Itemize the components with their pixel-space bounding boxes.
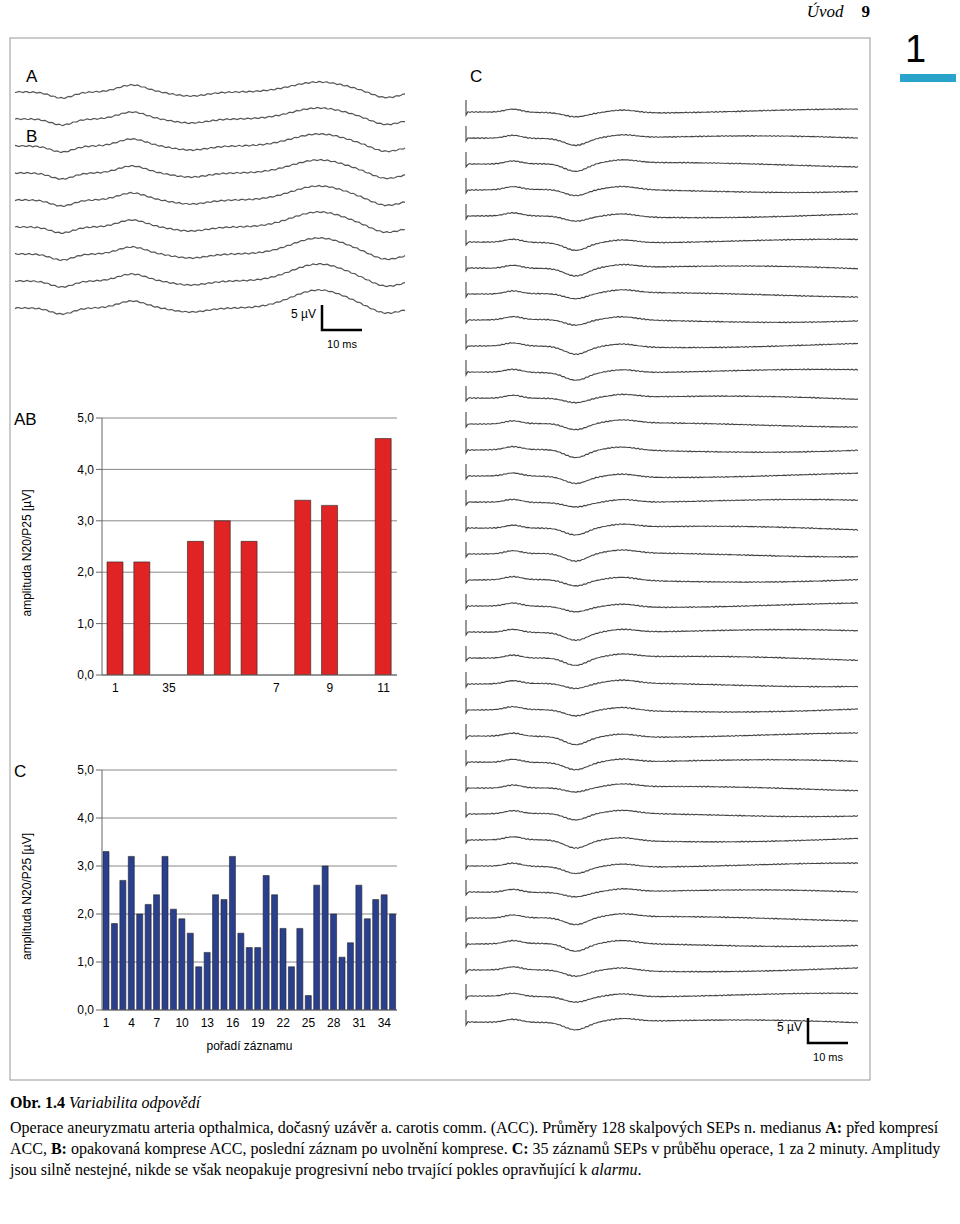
html-text:9: 9 [861, 2, 870, 21]
svg-text:2,0: 2,0 [77, 907, 94, 921]
svg-text:3,0: 3,0 [77, 859, 94, 873]
svg-text:pořadí záznamu: pořadí záznamu [206, 1039, 292, 1053]
svg-text:3,0: 3,0 [77, 514, 94, 528]
svg-text:31: 31 [352, 1016, 366, 1030]
svg-text:C: C [470, 67, 482, 86]
html-text:Obr. 1.4 Variabilita odpovědí: Obr. 1.4 Variabilita odpovědí [10, 1094, 201, 1111]
svg-text:11: 11 [377, 681, 390, 695]
svg-text:2,0: 2,0 [77, 565, 94, 579]
svg-text:0,0: 0,0 [77, 1003, 94, 1017]
svg-text:25: 25 [302, 1016, 316, 1030]
svg-text:1: 1 [112, 681, 119, 695]
svg-text:34: 34 [378, 1016, 392, 1030]
svg-text:9: 9 [327, 681, 334, 695]
svg-text:amplituda N20/P25 [µV]: amplituda N20/P25 [µV] [20, 490, 34, 617]
svg-text:0,0: 0,0 [77, 668, 94, 682]
svg-text:amplituda N20/P25 [µV]: amplituda N20/P25 [µV] [20, 833, 34, 960]
html-text:C: C [14, 762, 27, 781]
svg-text:1,0: 1,0 [77, 955, 94, 969]
html-text:1: 1 [905, 28, 927, 70]
svg-text:4: 4 [128, 1016, 135, 1030]
html-text:Operace aneuryzmatu arteria op: Operace aneuryzmatu arteria opthalmica, … [10, 1119, 941, 1178]
svg-text:10 ms: 10 ms [813, 1051, 843, 1063]
svg-text:7: 7 [273, 681, 280, 695]
html-text:AB: AB [14, 410, 37, 429]
svg-text:5,0: 5,0 [77, 763, 94, 777]
svg-text:5 µV: 5 µV [777, 1020, 802, 1034]
svg-text:A: A [26, 67, 38, 86]
svg-text:22: 22 [277, 1016, 291, 1030]
svg-text:10 ms: 10 ms [327, 338, 357, 350]
svg-text:19: 19 [251, 1016, 265, 1030]
svg-text:7: 7 [153, 1016, 160, 1030]
svg-text:1,0: 1,0 [77, 617, 94, 631]
svg-text:35: 35 [162, 681, 176, 695]
svg-text:10: 10 [175, 1016, 189, 1030]
svg-text:13: 13 [201, 1016, 215, 1030]
svg-text:5,0: 5,0 [77, 411, 94, 425]
html-text:Úvod: Úvod [806, 2, 844, 21]
svg-text:4,0: 4,0 [77, 463, 94, 477]
svg-text:1: 1 [103, 1016, 110, 1030]
svg-text:16: 16 [226, 1016, 240, 1030]
svg-text:5 µV: 5 µV [291, 307, 316, 321]
svg-text:4,0: 4,0 [77, 811, 94, 825]
svg-text:B: B [26, 127, 37, 146]
svg-text:28: 28 [327, 1016, 341, 1030]
